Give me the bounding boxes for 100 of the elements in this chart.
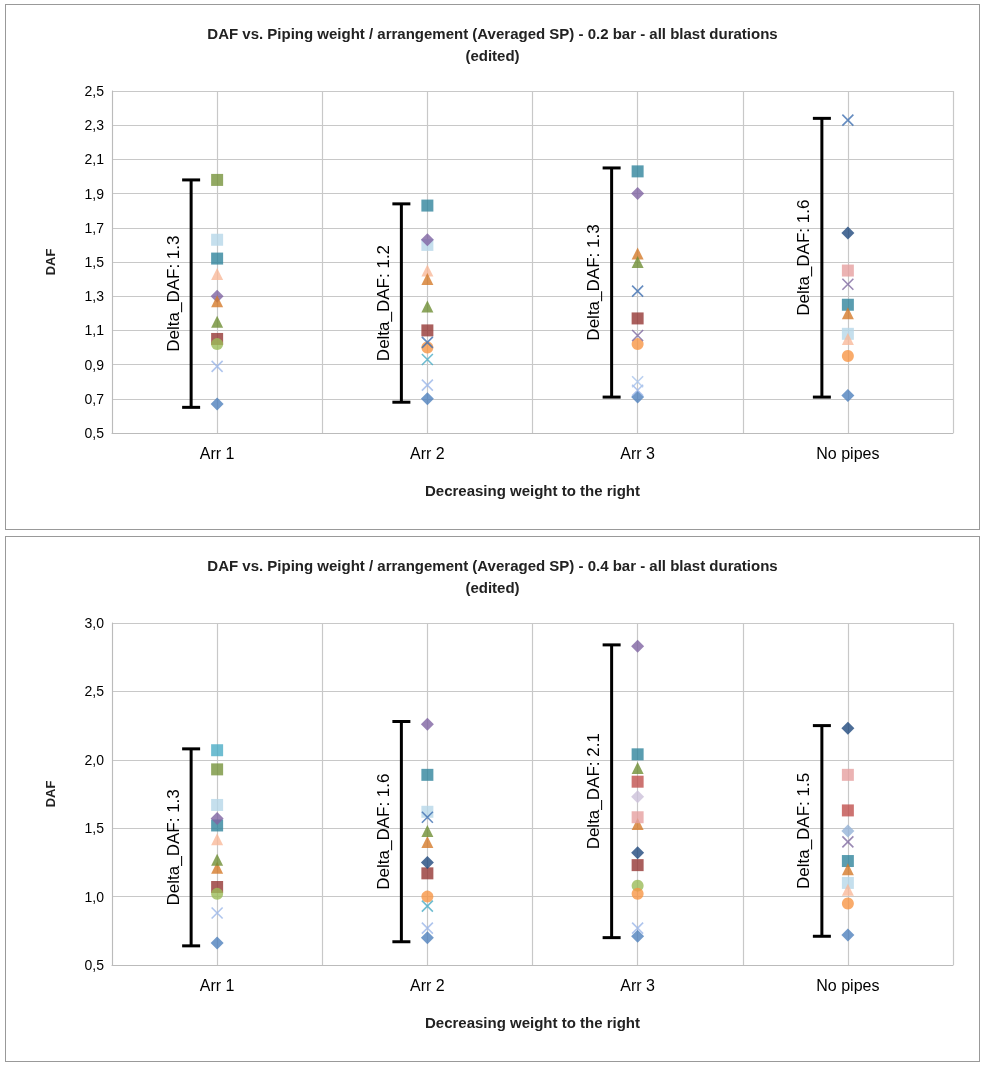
point [211, 252, 224, 265]
point [841, 768, 854, 781]
x-axis-title: Decreasing weight to the right [424, 1014, 641, 1031]
point [210, 936, 224, 950]
chart-title: DAF vs. Piping weight / arrangement (Averaged SP) - 0.2 bar - all blast durations (edited) [207, 24, 778, 64]
x-axis-title: Decreasing weight to the right [424, 482, 641, 499]
y-tick-label: 1,3 [84, 288, 105, 305]
x-tick-label: Arr 3 [620, 444, 656, 462]
point [210, 906, 224, 920]
point [210, 397, 224, 411]
point [421, 768, 434, 781]
point [421, 867, 434, 880]
point [421, 899, 434, 913]
bar [820, 725, 824, 937]
point [421, 324, 434, 337]
bar [189, 179, 193, 408]
point [211, 233, 224, 246]
y-axis-title: DAF [43, 780, 58, 808]
point [631, 165, 644, 178]
point [210, 360, 224, 373]
x-tick-label: Arr 1 [199, 444, 235, 462]
point [420, 717, 434, 731]
point [841, 804, 854, 817]
point [631, 846, 645, 860]
y-axis-title: DAF [43, 248, 58, 276]
point [421, 336, 434, 349]
bar [820, 118, 824, 398]
point [631, 859, 644, 872]
point [211, 853, 224, 866]
point [841, 824, 855, 838]
annotation: Delta_DAF: 1.6 [373, 773, 393, 890]
annotation: Delta_DAF: 1.3 [584, 224, 604, 341]
point [631, 748, 644, 761]
point [421, 199, 434, 212]
point [631, 187, 645, 201]
point [841, 897, 854, 910]
point [211, 173, 224, 186]
point [841, 350, 854, 363]
y-tick-label: 2,5 [84, 683, 105, 700]
point [631, 256, 644, 268]
annotation: Delta_DAF: 2.1 [584, 733, 604, 850]
point [841, 928, 855, 942]
point [420, 392, 434, 406]
point [420, 931, 434, 945]
y-tick-label: 2,5 [84, 83, 105, 99]
point [211, 763, 224, 776]
point [841, 307, 854, 320]
y-tick-label: 0,9 [84, 356, 105, 373]
bar [189, 748, 193, 946]
point [211, 744, 224, 757]
point [841, 277, 855, 291]
point [841, 876, 854, 889]
point [841, 113, 855, 127]
point [211, 833, 224, 846]
point [421, 378, 434, 392]
point [421, 824, 434, 837]
bar [399, 721, 403, 942]
x-tick-label: Arr 2 [410, 444, 445, 462]
annotation: Delta_DAF: 1.3 [163, 789, 183, 906]
y-tick-label: 1,7 [84, 219, 105, 236]
x-tick-label: Arr 2 [410, 976, 445, 994]
point [631, 929, 645, 943]
point [631, 383, 644, 397]
point [841, 226, 855, 240]
point [631, 790, 645, 804]
point [211, 798, 224, 811]
point [631, 639, 645, 653]
annotation: Delta_DAF: 1.5 [794, 772, 814, 890]
y-tick-label: 3,0 [84, 615, 105, 631]
point [841, 388, 855, 402]
point [631, 284, 644, 298]
point [420, 233, 434, 247]
y-tick-label: 1,5 [84, 820, 105, 837]
point [631, 338, 644, 351]
point [841, 863, 854, 876]
point [211, 887, 224, 900]
point [421, 890, 434, 903]
point [421, 921, 434, 935]
point [841, 855, 854, 868]
point [421, 835, 434, 848]
point [211, 295, 224, 308]
annotation: Delta_DAF: 1.2 [373, 244, 393, 362]
x-tick-label: No pipes [816, 444, 880, 462]
y-tick-label: 2,0 [84, 751, 105, 768]
y-tick-label: 2,1 [84, 151, 105, 168]
point [841, 264, 854, 277]
point [210, 812, 224, 826]
y-tick-label: 1,5 [84, 254, 105, 270]
chart-title: DAF vs. Piping weight / arrangement (Averaged SP) - 0.4 bar - all blast durations (edited) [207, 556, 778, 596]
y-tick-label: 1,0 [84, 888, 105, 905]
point [631, 375, 644, 388]
bar [610, 644, 614, 938]
point [631, 762, 644, 775]
y-tick-label: 0,7 [84, 390, 105, 407]
y-tick-label: 2,3 [84, 117, 105, 134]
point [631, 811, 644, 824]
x-tick-label: Arr 1 [199, 976, 235, 994]
point [841, 883, 854, 896]
point [631, 887, 644, 900]
point [421, 810, 434, 824]
